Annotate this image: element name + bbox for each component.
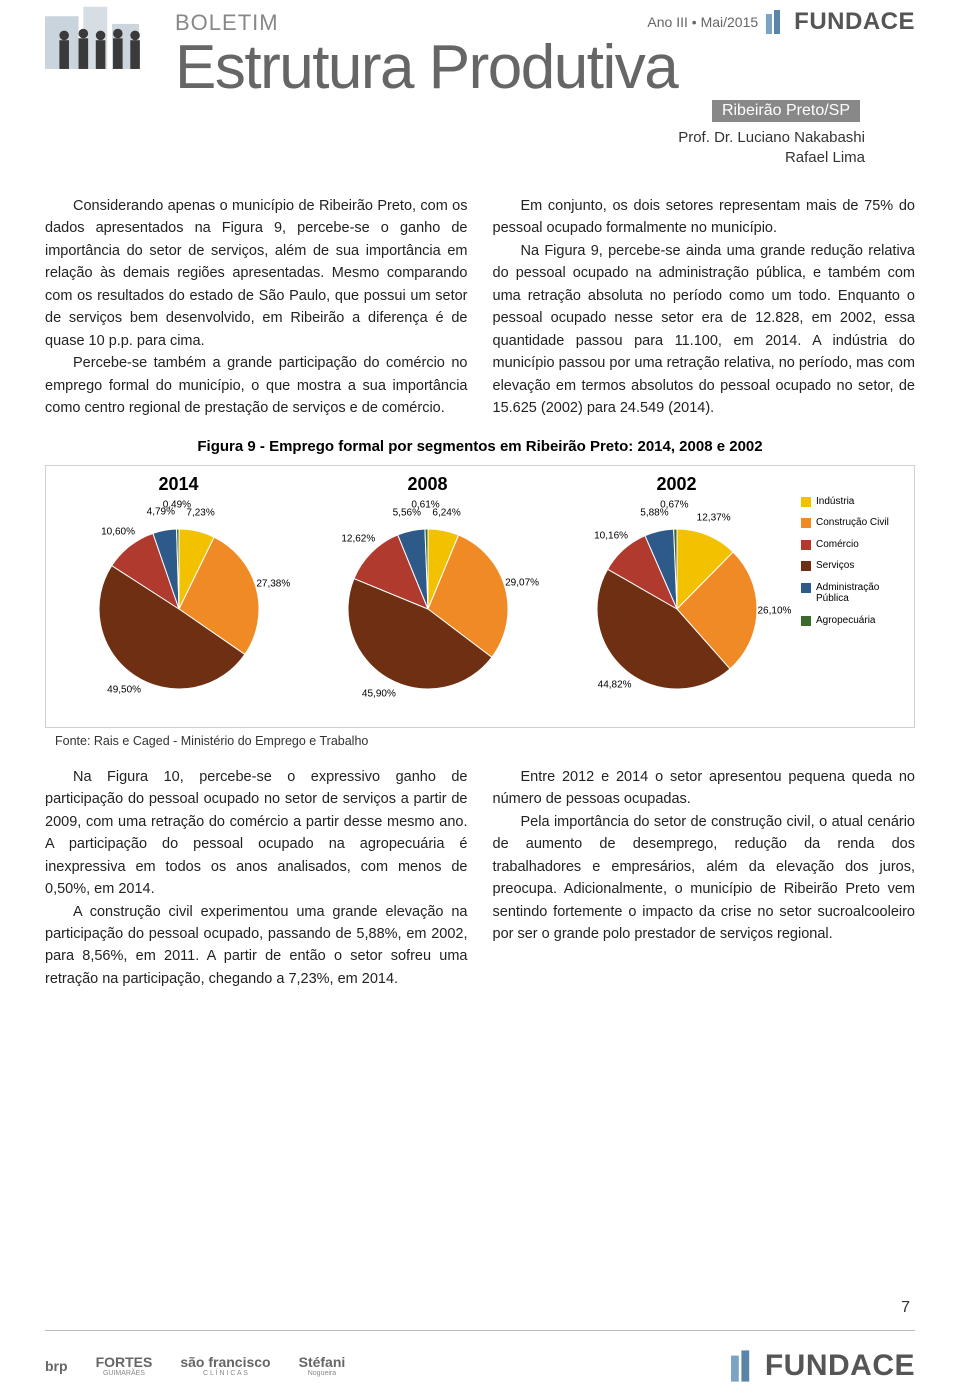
top-right: Ano III • Mai/2015 FUNDACE: [647, 8, 915, 36]
sponsor-logo: FORTESGUIMARÃES: [96, 1355, 153, 1377]
para: Na Figura 10, percebe-se o expressivo ga…: [45, 766, 468, 901]
subtitle: Ribeirão Preto/SP: [712, 100, 860, 122]
pie-data-label: 10,60%: [101, 526, 135, 537]
pie-chart: 200212,37%26,10%44,82%10,16%5,88%0,67%: [567, 474, 787, 719]
pie-year-label: 2014: [158, 474, 198, 495]
legend-swatch: [801, 561, 811, 571]
legend-item: Comércio: [801, 539, 906, 551]
figure9-source: Fonte: Rais e Caged - Ministério do Empr…: [55, 734, 915, 748]
pie-data-label: 0,61%: [411, 499, 439, 510]
legend-item: Indústria: [801, 496, 906, 508]
sponsor-logo: StéfaniNogueira: [299, 1355, 346, 1377]
pie-svg: [318, 499, 538, 719]
legend-item: Administração Pública: [801, 582, 906, 605]
pie-data-label: 0,49%: [163, 499, 191, 510]
legend-swatch: [801, 583, 811, 593]
footer-org-name: FUNDACE: [765, 1349, 915, 1383]
sponsor-logo: são franciscoC L Í N I C A S: [180, 1355, 270, 1377]
legend-swatch: [801, 497, 811, 507]
page-number: 7: [901, 1299, 910, 1317]
legend-swatch: [801, 540, 811, 550]
pie-data-label: 49,50%: [107, 685, 141, 696]
legend-label: Agropecuária: [816, 615, 875, 627]
org-name: FUNDACE: [794, 8, 915, 36]
pie-data-label: 45,90%: [362, 688, 396, 699]
org-logo-icon: [731, 1350, 757, 1382]
col-right-1: Em conjunto, os dois setores representam…: [493, 195, 916, 420]
legend-swatch: [801, 518, 811, 528]
legend-label: Administração Pública: [816, 582, 906, 605]
para: A construção civil experimentou uma gran…: [45, 901, 468, 991]
pie-chart: 20147,23%27,38%49,50%10,60%4,79%0,49%: [69, 474, 289, 719]
para: Na Figura 9, percebe-se ainda uma grande…: [493, 240, 916, 420]
text-block-2: Na Figura 10, percebe-se o expressivo ga…: [45, 766, 915, 991]
org-logo-icon: [766, 10, 786, 34]
para: Entre 2012 e 2014 o setor apresentou peq…: [493, 766, 916, 811]
sponsor-row: brp FORTESGUIMARÃES são franciscoC L Í N I…: [45, 1355, 345, 1377]
para: Pela importância do setor de construção …: [493, 811, 916, 946]
legend-item: Serviços: [801, 560, 906, 572]
footer-rule: [45, 1330, 915, 1331]
footer-org: FUNDACE: [731, 1349, 915, 1383]
figure9-chart: 20147,23%27,38%49,50%10,60%4,79%0,49%200…: [45, 465, 915, 728]
footer: brp FORTESGUIMARÃES são franciscoC L Í N I…: [45, 1349, 915, 1383]
pie-year-label: 2002: [656, 474, 696, 495]
pie-data-label: 27,38%: [256, 578, 290, 589]
pie-data-label: 29,07%: [505, 577, 539, 588]
main-title: Estrutura Produtiva: [175, 32, 677, 103]
pie-data-label: 44,82%: [598, 679, 632, 690]
sponsor-logo: brp: [45, 1359, 68, 1374]
pie-data-label: 26,10%: [757, 606, 791, 617]
legend-swatch: [801, 616, 811, 626]
legend-label: Construção Civil: [816, 517, 889, 529]
figure9-title: Figura 9 - Emprego formal por segmentos …: [45, 438, 915, 455]
pie-data-label: 12,62%: [341, 534, 375, 545]
para: Em conjunto, os dois setores representam…: [493, 195, 916, 240]
authors: Prof. Dr. Luciano Nakabashi Rafael Lima: [678, 128, 865, 169]
pie-chart: 20086,24%29,07%45,90%12,62%5,56%0,61%: [318, 474, 538, 719]
legend-label: Indústria: [816, 496, 854, 508]
col-left-1: Considerando apenas o município de Ribei…: [45, 195, 468, 420]
pie-data-label: 10,16%: [594, 530, 628, 541]
pie-data-label: 12,37%: [697, 512, 731, 523]
pie-data-label: 0,67%: [660, 499, 688, 510]
issue-label: Ano III • Mai/2015: [647, 14, 758, 30]
author-2: Rafael Lima: [678, 148, 865, 168]
legend-item: Construção Civil: [801, 517, 906, 529]
legend-item: Agropecuária: [801, 615, 906, 627]
legend-label: Comércio: [816, 539, 859, 551]
pie-year-label: 2008: [407, 474, 447, 495]
chart-legend: Indústria Construção Civil Comércio Serviço…: [801, 474, 906, 637]
col-left-2: Na Figura 10, percebe-se o expressivo ga…: [45, 766, 468, 991]
author-1: Prof. Dr. Luciano Nakabashi: [678, 128, 865, 148]
header: BOLETIM Estrutura Produtiva Ribeirão Pre…: [45, 0, 915, 175]
para: Percebe-se também a grande participação …: [45, 352, 468, 419]
text-block-1: Considerando apenas o município de Ribei…: [45, 195, 915, 420]
header-silhouette-logo: [45, 5, 160, 85]
para: Considerando apenas o município de Ribei…: [45, 195, 468, 352]
col-right-2: Entre 2012 e 2014 o setor apresentou peq…: [493, 766, 916, 991]
legend-label: Serviços: [816, 560, 854, 572]
